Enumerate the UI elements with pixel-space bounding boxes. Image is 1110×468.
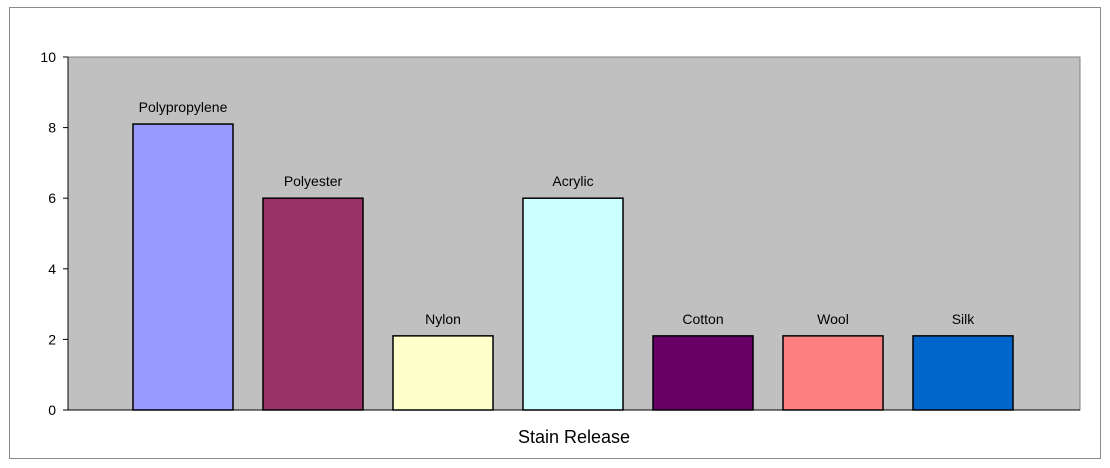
bar-acrylic <box>522 197 624 411</box>
bar-label-cotton: Cotton <box>682 311 723 327</box>
bars <box>132 123 1014 411</box>
bar-silk <box>912 335 1014 411</box>
y-tick-label: 0 <box>48 402 56 418</box>
bar-cotton <box>652 335 754 411</box>
bar-label-polypropylene: Polypropylene <box>139 99 228 115</box>
y-tick-label: 10 <box>40 49 56 65</box>
bar-polypropylene <box>132 123 234 411</box>
x-axis-title: Stain Release <box>518 427 630 447</box>
y-tick-label: 8 <box>48 120 56 136</box>
bar-nylon <box>392 335 494 411</box>
bar-label-acrylic: Acrylic <box>552 173 593 189</box>
bar-wool <box>782 335 884 411</box>
bar-label-silk: Silk <box>952 311 976 327</box>
bar-polyester <box>262 197 364 411</box>
bar-label-nylon: Nylon <box>425 311 461 327</box>
y-tick-label: 4 <box>48 261 56 277</box>
y-tick-label: 6 <box>48 190 56 206</box>
bar-label-polyester: Polyester <box>284 173 343 189</box>
bar-label-wool: Wool <box>817 311 849 327</box>
data-labels: Polypropylene Polyester Nylon Acrylic Cotton… <box>139 99 976 327</box>
y-tick-label: 2 <box>48 331 56 347</box>
